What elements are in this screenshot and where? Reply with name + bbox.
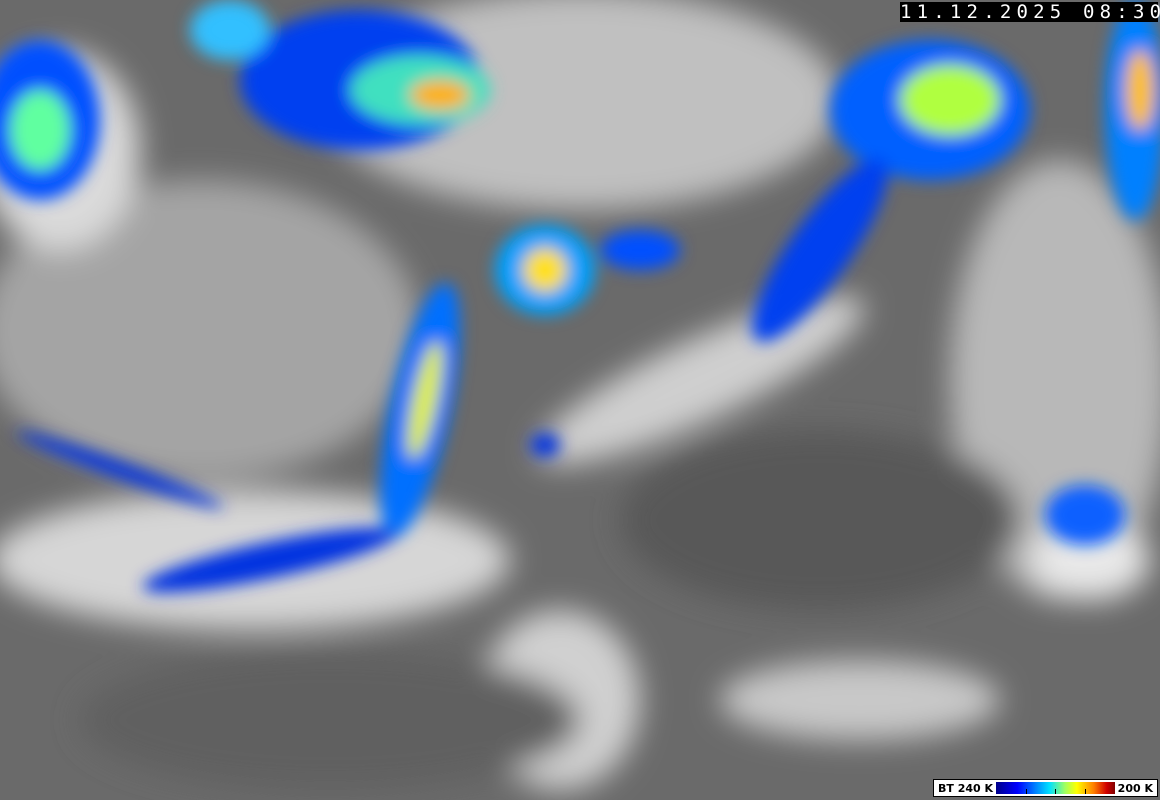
color-scale-legend: BT 240 K 200 K bbox=[933, 779, 1158, 797]
legend-high-label: 200 K bbox=[1117, 781, 1153, 795]
legend-tick bbox=[1055, 789, 1057, 794]
cloud-layer-cold-tops bbox=[0, 0, 1160, 593]
legend-low-label: BT 240 K bbox=[938, 781, 994, 795]
legend-tick bbox=[1025, 789, 1027, 794]
legend-color-bar bbox=[996, 782, 1115, 794]
timestamp: 11.12.2025 08:30 bbox=[900, 1, 1160, 23]
legend-tick bbox=[1085, 789, 1087, 794]
